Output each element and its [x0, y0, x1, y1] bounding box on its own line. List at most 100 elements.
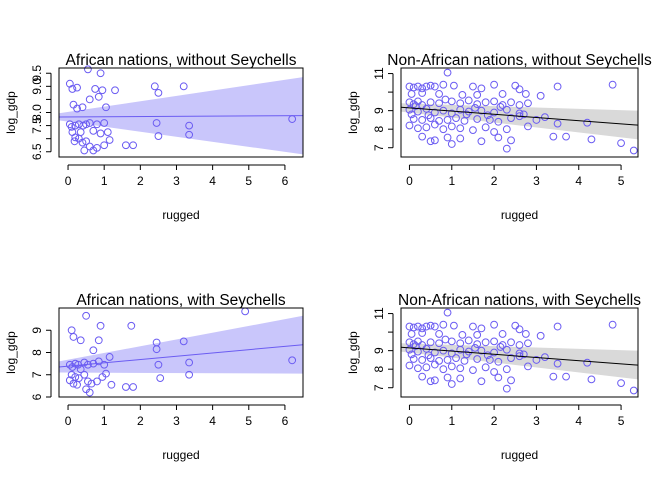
- data-point: [553, 82, 562, 91]
- data-point: [502, 345, 511, 354]
- data-point: [532, 356, 541, 364]
- data-point: [96, 321, 105, 330]
- data-point: [156, 374, 165, 382]
- data-point: [426, 137, 435, 146]
- data-point: [496, 343, 505, 351]
- x-tick-label: 4: [209, 414, 216, 428]
- data-point: [430, 108, 439, 117]
- plot-frame: [400, 307, 639, 398]
- data-point: [405, 105, 414, 114]
- data-point: [617, 139, 625, 147]
- data-point: [422, 363, 431, 372]
- chart-title: Non-African nations, with Seychells: [398, 292, 641, 309]
- data-point: [73, 104, 81, 113]
- data-point: [405, 345, 414, 354]
- data-point: [502, 384, 511, 393]
- data-point: [409, 355, 418, 363]
- data-point: [439, 80, 448, 89]
- y-axis-label: log_gdp: [4, 331, 18, 374]
- data-point: [629, 146, 638, 155]
- data-point: [443, 308, 452, 317]
- data-point: [521, 90, 530, 98]
- data-point: [288, 356, 297, 365]
- data-point: [78, 103, 87, 112]
- y-tick-label: 9: [372, 107, 386, 114]
- data-point: [458, 90, 467, 99]
- data-point: [129, 141, 138, 150]
- data-point: [154, 88, 163, 97]
- x-tick-label: 0: [406, 174, 413, 188]
- data-point: [587, 375, 596, 384]
- data-point: [524, 362, 532, 371]
- data-point: [456, 124, 465, 133]
- data-point: [69, 379, 78, 388]
- data-point: [441, 95, 450, 104]
- confidence-band: [401, 343, 638, 380]
- data-point: [435, 330, 443, 338]
- data-point: [469, 366, 477, 375]
- data-point: [485, 356, 494, 364]
- x-tick-label: 6: [282, 414, 289, 428]
- data-point: [447, 122, 456, 131]
- y-axis-label: log_gdp: [4, 91, 18, 134]
- x-tick-label: 5: [618, 414, 625, 428]
- data-point: [435, 116, 443, 125]
- x-tick-label: 6: [282, 174, 289, 188]
- y-tick-label: 8.0: [30, 104, 44, 121]
- confidence-band: [59, 315, 303, 374]
- chart-title: African nations, without Seychells: [66, 52, 297, 69]
- x-tick-label: 3: [533, 414, 540, 428]
- y-axis-label: log_gdp: [346, 91, 360, 134]
- data-point: [414, 124, 422, 133]
- plot-frame: [400, 67, 639, 158]
- data-point: [462, 110, 471, 119]
- data-point: [154, 132, 163, 140]
- data-point: [521, 330, 530, 338]
- y-tick-label: 9.5: [30, 65, 44, 82]
- data-point: [481, 338, 490, 347]
- fit-line: [400, 106, 639, 126]
- confidence-band: [401, 103, 638, 140]
- x-tick-label: 3: [173, 414, 180, 428]
- data-point: [418, 132, 427, 141]
- data-point: [405, 121, 414, 130]
- data-point: [608, 80, 617, 89]
- data-point: [414, 82, 422, 91]
- data-point: [185, 130, 194, 139]
- data-point: [515, 101, 524, 109]
- data-point: [418, 84, 427, 93]
- y-tick-label: 11: [372, 307, 386, 320]
- data-point: [414, 364, 422, 373]
- data-point: [507, 136, 515, 145]
- data-point: [152, 119, 161, 127]
- data-point: [507, 98, 515, 107]
- data-point: [462, 350, 471, 359]
- data-point: [562, 372, 570, 381]
- data-point: [447, 140, 456, 148]
- data-point: [430, 136, 439, 145]
- data-point: [93, 120, 101, 129]
- data-point: [65, 360, 74, 369]
- data-point: [464, 96, 473, 105]
- x-tick-label: 1: [101, 174, 108, 188]
- data-point: [426, 338, 435, 347]
- data-point: [456, 364, 465, 373]
- x-tick-label: 0: [406, 414, 413, 428]
- data-point: [154, 360, 163, 369]
- data-point: [418, 372, 427, 381]
- data-point: [418, 116, 427, 124]
- data-point: [405, 338, 414, 347]
- data-point: [469, 82, 477, 91]
- x-tick-label: 4: [209, 174, 216, 188]
- data-point: [447, 349, 456, 358]
- data-point: [409, 115, 418, 123]
- y-tick-label: 11: [372, 67, 386, 80]
- data-point: [105, 353, 114, 361]
- data-point: [490, 348, 499, 357]
- data-point: [477, 346, 486, 355]
- data-point: [473, 100, 482, 109]
- x-tick-label: 4: [575, 174, 582, 188]
- data-point: [477, 84, 486, 93]
- data-point: [490, 128, 499, 136]
- data-point: [524, 122, 532, 131]
